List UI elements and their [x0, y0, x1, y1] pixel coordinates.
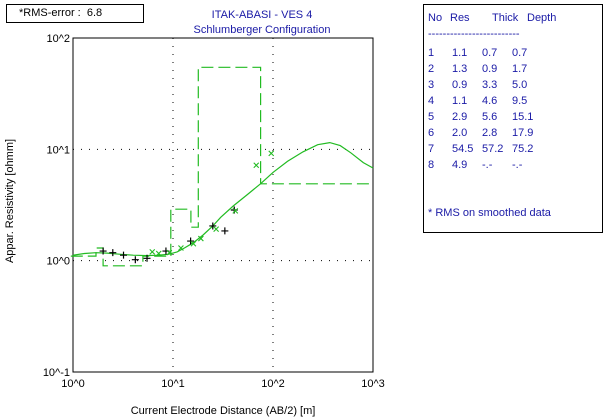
- layer-table-row: 2 1.3 0.9 1.7: [428, 63, 600, 77]
- observed-point: [120, 251, 128, 259]
- layer-cell: 4.9: [452, 159, 468, 171]
- observed-point: [99, 247, 107, 255]
- smoothed-point: [213, 226, 220, 233]
- observed-point: [209, 222, 217, 230]
- layer-table-row: 8 4.9 -.- -.-: [428, 159, 600, 173]
- smoothed-point: [155, 250, 162, 257]
- chart-title: ITAK-ABASI - VES 4: [212, 9, 313, 21]
- layer-cell: 0.9: [482, 63, 498, 75]
- chart-marks: [70, 66, 374, 267]
- layer-table-header: No Res Thick Depth: [428, 12, 600, 26]
- layer-cell: 1.1: [452, 47, 468, 59]
- layer-cell: 5.6: [482, 111, 498, 123]
- plot-frame: [72, 37, 374, 373]
- y-axis-label: Appar. Resistivity [ohmm]: [4, 139, 16, 263]
- layer-cell: Res: [450, 12, 470, 24]
- smoothed-point: [190, 240, 197, 247]
- layer-cell: -.-: [512, 159, 523, 171]
- chart-subtitle: Schlumberger Configuration: [194, 24, 331, 36]
- y-tick-label: 10^1: [46, 144, 70, 156]
- observed-point: [143, 254, 151, 262]
- layer-cell: 2.8: [482, 127, 498, 139]
- y-tick-label: 10^-1: [43, 367, 70, 379]
- layer-cell: 0.7: [512, 47, 528, 59]
- x-tick-label: 10^2: [261, 378, 285, 390]
- y-tick-label: 10^2: [46, 33, 70, 45]
- smoothed-point: [149, 248, 156, 255]
- layer-cell: No: [428, 12, 443, 24]
- layer-cell: 1.7: [512, 63, 528, 75]
- layer-cell: 0.7: [482, 47, 498, 59]
- rms-note: * RMS on smoothed data: [428, 207, 551, 219]
- observed-point: [187, 237, 195, 245]
- y-tick-label: 10^0: [46, 256, 70, 268]
- layer-table-row: 3 0.9 3.3 5.0: [428, 79, 600, 93]
- layer-table-row: 5 2.9 5.6 15.1: [428, 111, 600, 125]
- layer-cell: 8: [428, 159, 435, 171]
- layer-cell: Depth: [527, 12, 557, 24]
- layer-model-panel: No Res Thick Depth -------------------------…: [423, 4, 603, 233]
- layer-cell: 75.2: [512, 143, 534, 155]
- smoothed-point: [232, 207, 239, 214]
- layer-cell: 1: [428, 47, 435, 59]
- layer-cell: 3: [428, 79, 435, 91]
- layer-cell: 6: [428, 127, 435, 139]
- layer-cell: 3.3: [482, 79, 498, 91]
- layer-cell: Thick: [492, 12, 519, 24]
- x-tick-label: 10^1: [161, 378, 185, 390]
- layer-cell: 2: [428, 63, 435, 75]
- layer-cell: 1.1: [452, 95, 468, 107]
- axis-ticks: 10^0 10^1 10^2 10^310^-110^010^110^2: [43, 33, 385, 390]
- layer-cell: 57.2: [482, 143, 504, 155]
- smoothed-point: [178, 245, 184, 251]
- x-tick-label: 10^3: [361, 378, 385, 390]
- layer-cell: 7: [428, 143, 435, 155]
- layer-cell: -.-: [482, 159, 493, 171]
- layer-cell: 5: [428, 111, 435, 123]
- layer-cell: 2.9: [452, 111, 468, 123]
- layer-table-row: 6 2.0 2.8 17.9: [428, 127, 600, 141]
- observed-point: [131, 256, 139, 264]
- layer-table-row: 7 54.5 57.2 75.2: [428, 143, 600, 157]
- layer-cell: 9.5: [512, 95, 528, 107]
- rms-error-box: *RMS-error : 6.8: [6, 4, 144, 23]
- layer-cell: 1.3: [452, 63, 468, 75]
- layer-cell: 4: [428, 95, 435, 107]
- smoothed-point: [166, 249, 173, 256]
- layer-table-row: 1 1.1 0.7 0.7: [428, 47, 600, 61]
- x-tick-label: 10^0: [61, 378, 85, 390]
- layer-table-row: 4 1.1 4.6 9.5: [428, 95, 600, 109]
- layer-cell: 4.6: [482, 95, 498, 107]
- layer-cell: 5.0: [512, 79, 528, 91]
- layer-cell: 2.0: [452, 127, 468, 139]
- observed-point: [109, 249, 117, 257]
- smoothed-point: [268, 150, 275, 157]
- observed-point: [221, 227, 229, 235]
- layer-cell: 17.9: [512, 127, 534, 139]
- layer-cell: 0.9: [452, 79, 468, 91]
- layer-cell: 15.1: [512, 111, 534, 123]
- layer-model-line: [70, 66, 373, 267]
- layer-cell: 54.5: [452, 143, 474, 155]
- x-axis-label: Current Electrode Distance (AB/2) [m]: [131, 405, 316, 417]
- smoothed-point: [197, 235, 204, 242]
- layer-table-separator: -------------------------: [428, 28, 520, 40]
- smoothed-point: [253, 162, 260, 169]
